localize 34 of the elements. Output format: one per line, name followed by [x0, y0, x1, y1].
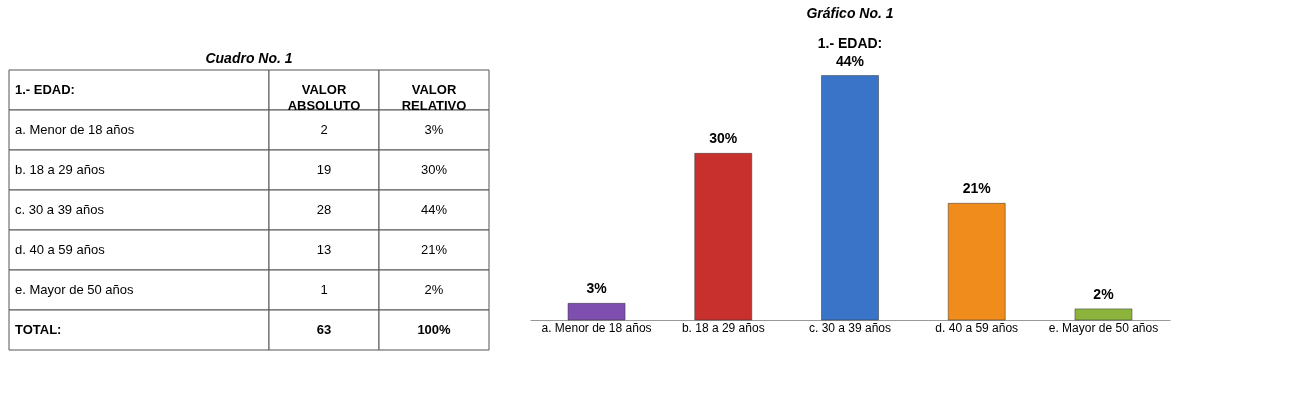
chart-subtitle: 1.- EDAD:	[817, 34, 883, 51]
text: d. 40 a 59 años	[15, 242, 106, 257]
text: VALOR RELATIVO	[401, 82, 467, 113]
x-tick-label: e. Mayor de 50 años	[1048, 320, 1159, 335]
x-tick-label: a. Menor de 18 años	[541, 320, 652, 335]
text: 13	[316, 242, 332, 257]
text: 19	[316, 162, 332, 177]
text: VALOR ABSOLUTO	[287, 82, 361, 113]
text: 2%	[424, 282, 444, 297]
text: 1	[320, 282, 328, 297]
text: Cuadro No. 1	[205, 49, 293, 66]
text: 100%	[417, 322, 452, 337]
text: e. Mayor de 50 años	[15, 282, 135, 297]
text: 21%	[420, 242, 448, 257]
text: 3%	[424, 122, 444, 137]
text: 28	[316, 202, 332, 217]
x-tick-label: b. 18 a 29 años	[681, 320, 765, 335]
text: a. Menor de 18 años	[15, 122, 135, 137]
text: 63	[316, 322, 332, 337]
data-label: 3%	[586, 280, 608, 297]
data-label: 2%	[1093, 285, 1115, 302]
data-label: 30%	[709, 130, 738, 147]
text: 44%	[420, 202, 448, 217]
text: TOTAL:	[15, 322, 62, 337]
chart-title: Gráfico No. 1	[806, 4, 894, 21]
text: 30%	[420, 162, 448, 177]
text: 2	[320, 122, 328, 137]
text: 1.- EDAD:	[15, 82, 75, 97]
data-label: 44%	[835, 52, 865, 69]
text: c. 30 a 39 años	[15, 202, 105, 217]
text: b. 18 a 29 años	[15, 162, 106, 177]
data-label: 21%	[962, 180, 992, 197]
x-tick-label: d. 40 a 59 años	[935, 320, 1019, 335]
x-tick-label: c. 30 a 39 años	[808, 320, 892, 335]
